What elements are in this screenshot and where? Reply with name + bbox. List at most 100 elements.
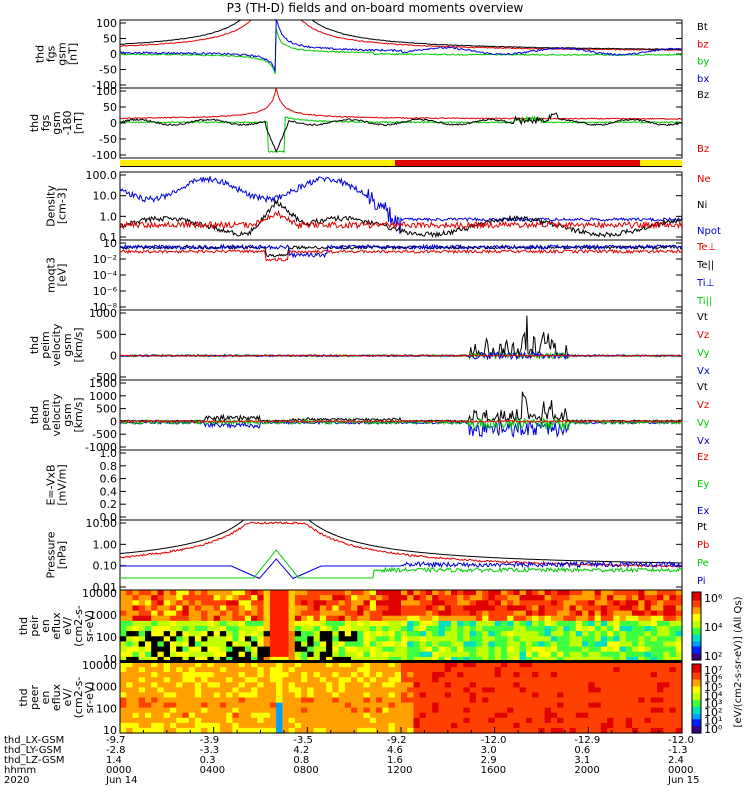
spectrogram-cell — [632, 620, 639, 627]
spectrogram-cell — [138, 641, 146, 648]
spectrogram-cell — [263, 692, 271, 699]
spectrogram-cell — [138, 626, 146, 632]
spectrogram-cell — [251, 590, 258, 596]
spectrogram-cell — [588, 636, 596, 642]
colorbar-tick-label: 10² — [704, 706, 722, 719]
spectrogram-cell — [607, 641, 614, 648]
spectrogram-cell — [507, 717, 514, 724]
spectrogram-cell — [269, 697, 277, 704]
spectrogram-cell — [344, 717, 352, 724]
spectrogram-cell — [613, 656, 621, 663]
spectrogram-cell — [219, 662, 227, 668]
spectrogram-cell — [194, 600, 202, 606]
spectrogram-cell — [613, 687, 621, 694]
spectrogram-cell — [575, 717, 583, 724]
spectrogram-cell — [145, 662, 152, 668]
spectrogram-cell — [269, 656, 277, 663]
spectrogram-cell — [251, 615, 258, 622]
spectrogram-cell — [469, 697, 477, 704]
spectrogram-cell — [157, 692, 165, 699]
spectrogram-cell — [475, 641, 483, 648]
y-axis-label: eflux — [50, 683, 63, 711]
spectrogram-cell — [332, 687, 340, 694]
spectrogram-cell — [607, 712, 614, 719]
spectrogram-cell — [444, 656, 452, 663]
spectrogram-cell — [182, 697, 190, 704]
spectrogram-cell — [369, 600, 377, 606]
spectrogram-ion — [119, 589, 683, 663]
spectrogram-cell — [657, 682, 664, 688]
spectrogram-cell — [638, 692, 646, 699]
spectrogram-cell — [507, 605, 514, 612]
spectrogram-cell — [132, 641, 140, 648]
spectrogram-cell — [432, 672, 439, 678]
spectrogram-cell — [157, 626, 165, 632]
spectrogram-cell — [207, 707, 215, 714]
spectrogram-electron — [119, 661, 683, 734]
spectrogram-cell — [582, 712, 589, 719]
spectrogram-cell — [550, 727, 558, 734]
colorbar-cell — [692, 695, 701, 698]
spectrogram-cell — [482, 600, 489, 606]
spectrogram-cell — [369, 631, 377, 637]
spectrogram-cell — [444, 662, 452, 668]
spectrogram-cell — [438, 615, 446, 622]
spectrogram-cell — [413, 641, 421, 648]
spectrogram-cell — [669, 672, 677, 678]
spectrogram-cell — [157, 677, 165, 683]
spectrogram-cell — [344, 656, 352, 663]
spectrogram-cell — [426, 687, 433, 694]
spectrogram-cell — [550, 672, 558, 678]
spectrogram-cell — [507, 662, 514, 668]
spectrogram-cell — [307, 702, 315, 709]
spectrogram-cell — [557, 712, 564, 719]
spectrogram-cell — [301, 717, 308, 724]
series-bz-black — [119, 112, 683, 154]
y-axis-label: [eV] — [56, 264, 69, 287]
spectrogram-cell — [663, 692, 671, 699]
spectrogram-cell — [457, 722, 464, 729]
spectrogram-cell — [407, 727, 414, 734]
spectrogram-cell — [294, 712, 302, 719]
spectrogram-cell — [301, 712, 308, 719]
spectrogram-cell — [382, 590, 390, 596]
spectrogram-cell — [226, 717, 233, 724]
spectrogram-cell — [170, 651, 177, 658]
spectrogram-cell — [413, 682, 421, 688]
spectrogram-cell — [463, 595, 471, 601]
spectrogram-cell — [163, 641, 171, 648]
spectrogram-cell — [563, 712, 571, 719]
spectrogram-cell — [513, 590, 521, 596]
spectrogram-cell — [563, 620, 571, 627]
spectrogram-cell — [644, 651, 652, 658]
spectrogram-cell — [188, 707, 196, 714]
spectrogram-cell — [538, 717, 546, 724]
spectrogram-cell — [438, 662, 446, 668]
spectrogram-cell — [563, 600, 571, 606]
spectrogram-cell — [207, 712, 215, 719]
spectrogram-cell — [401, 722, 408, 729]
spectrogram-cell — [500, 677, 508, 683]
spectrogram-cell — [369, 641, 377, 648]
spectrogram-cell — [563, 697, 571, 704]
spectrogram-cell — [344, 620, 352, 627]
spectrogram-cell — [201, 636, 208, 642]
spectrogram-cell — [382, 717, 390, 724]
y-axis-label: moqt3 — [45, 257, 58, 293]
y-tick-label: -50 — [99, 64, 117, 77]
spectrogram-cell — [519, 641, 527, 648]
spectrogram-cell — [357, 682, 365, 688]
spectrogram-cell — [594, 682, 602, 688]
colorbar-cell — [692, 667, 701, 670]
spectrogram-cell — [376, 620, 383, 627]
spectrogram-cell — [157, 717, 165, 724]
spectrogram-cell — [532, 646, 539, 653]
spectrogram-cell — [494, 717, 502, 724]
spectrogram-cell — [532, 682, 539, 688]
spectrogram-cell — [170, 682, 177, 688]
spectrogram-cell — [475, 727, 483, 734]
spectrogram-cell — [182, 605, 190, 612]
spectrogram-cell — [182, 667, 190, 673]
spectrogram-cell — [513, 595, 521, 601]
spectrogram-cell — [538, 631, 546, 637]
